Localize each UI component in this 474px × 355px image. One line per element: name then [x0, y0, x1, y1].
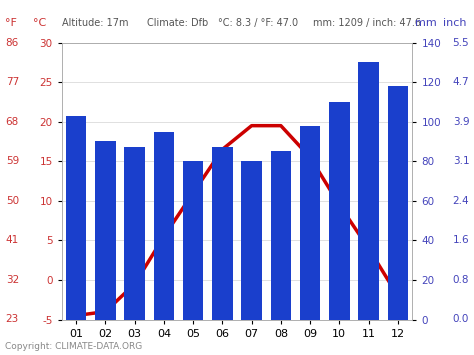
Bar [271, 151, 291, 320]
Text: 68: 68 [6, 117, 19, 127]
Text: 32: 32 [6, 275, 19, 285]
Text: 2.4: 2.4 [453, 196, 469, 206]
Text: 5.5: 5.5 [453, 38, 469, 48]
Text: 41: 41 [6, 235, 19, 245]
Text: 86: 86 [6, 38, 19, 48]
Bar [388, 86, 408, 320]
Bar [66, 116, 86, 320]
Text: 0.0: 0.0 [453, 315, 469, 324]
Text: °C: °C [33, 18, 46, 28]
Bar [241, 161, 262, 320]
Text: 23: 23 [6, 315, 19, 324]
Bar [212, 147, 233, 320]
Text: 77: 77 [6, 77, 19, 87]
Text: 4.7: 4.7 [453, 77, 469, 87]
Text: inch: inch [443, 18, 467, 28]
Text: 3.1: 3.1 [453, 156, 469, 166]
Text: 50: 50 [6, 196, 19, 206]
Text: Altitude: 17m: Altitude: 17m [62, 18, 128, 28]
Text: Climate: Dfb: Climate: Dfb [147, 18, 208, 28]
Text: 0.8: 0.8 [453, 275, 469, 285]
Text: °F: °F [5, 18, 17, 28]
Bar [329, 102, 349, 320]
Bar [300, 126, 320, 320]
Text: Copyright: CLIMATE-DATA.ORG: Copyright: CLIMATE-DATA.ORG [5, 343, 142, 351]
Bar [125, 147, 145, 320]
Bar [358, 62, 379, 320]
Text: 1.6: 1.6 [453, 235, 469, 245]
Bar [95, 142, 116, 320]
Bar [154, 132, 174, 320]
Text: mm: 1209 / inch: 47.6: mm: 1209 / inch: 47.6 [313, 18, 421, 28]
Text: mm: mm [415, 18, 437, 28]
Bar [183, 161, 203, 320]
Text: °C: 8.3 / °F: 47.0: °C: 8.3 / °F: 47.0 [218, 18, 298, 28]
Text: 59: 59 [6, 156, 19, 166]
Text: 3.9: 3.9 [453, 117, 469, 127]
